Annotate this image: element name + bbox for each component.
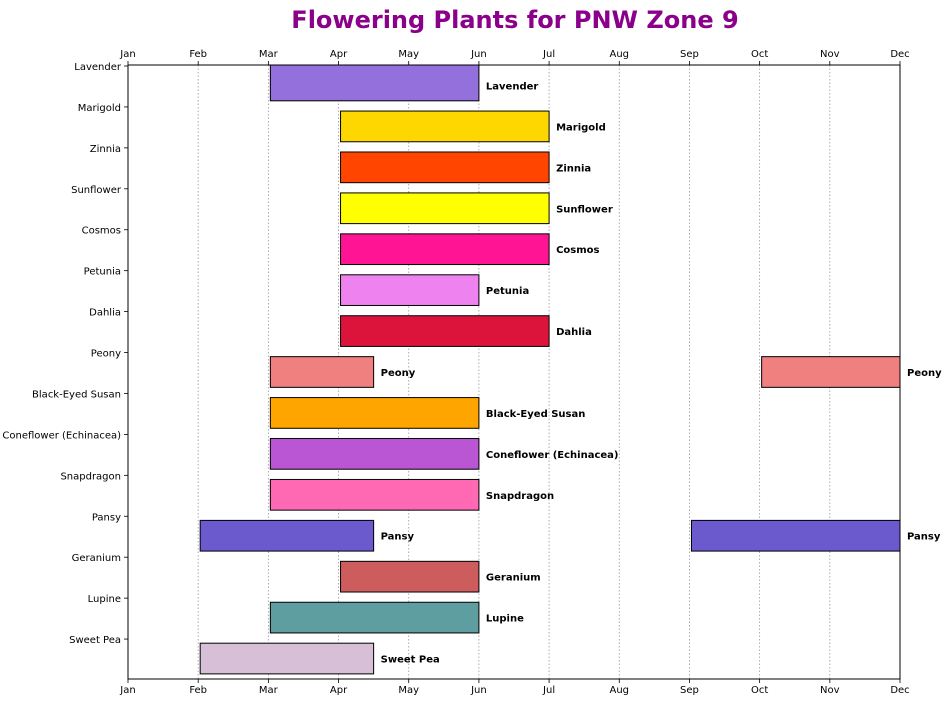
bar-label-snapdragon-11: Snapdragon (486, 491, 554, 502)
bar-label-pansy-13: Pansy (907, 532, 941, 543)
bar-black-eyed-susan-9 (269, 397, 480, 429)
x-tick-labels-bottom: Jan Feb Mar Apr May Jun Jul Aug Sep Oct Nov Dec (119, 679, 910, 696)
bar-petunia-5 (340, 274, 480, 306)
x-tick-label-top-apr: Apr (330, 49, 348, 60)
bar-label-peony-8: Peony (907, 368, 942, 379)
x-tick-label-top-aug: Aug (610, 49, 630, 60)
x-tick-label-bottom-jan: Jan (119, 685, 135, 696)
x-tick-label-bottom-sep: Sep (680, 685, 699, 696)
x-tick-label-bottom-dec: Dec (890, 685, 909, 696)
bar-geranium-14 (340, 560, 480, 593)
bar-label-lavender-0: Lavender (486, 81, 538, 92)
bar-label-sunflower-3: Sunflower (556, 204, 613, 215)
y-tick-label-sunflower: Sunflower (71, 185, 122, 196)
bar-label-sweet-pea-16: Sweet Pea (381, 655, 440, 666)
bar-peony-7 (269, 356, 375, 388)
bar-label-marigold-1: Marigold (556, 122, 606, 133)
bar-label-pansy-12: Pansy (381, 532, 415, 543)
x-tick-label-top-jan: Jan (119, 49, 135, 60)
x-tick-labels-top: Jan Feb Mar Apr May Jun Jul Aug Sep Oct Nov Dec (119, 49, 910, 65)
x-tick-label-bottom-oct: Oct (751, 685, 768, 696)
x-tick-label-top-oct: Oct (751, 49, 768, 60)
bar-peony-8 (761, 356, 901, 388)
x-tick-label-bottom-apr: Apr (330, 685, 348, 696)
bar-coneflower-echinacea-10 (269, 438, 480, 470)
y-tick-label-dahlia: Dahlia (89, 308, 121, 319)
bar-marigold-1 (340, 110, 550, 143)
y-tick-label-marigold: Marigold (78, 103, 121, 114)
y-tick-label-lavender: Lavender (74, 62, 122, 73)
x-tick-label-bottom-feb: Feb (189, 685, 207, 696)
bar-label-lupine-15: Lupine (486, 614, 524, 625)
bar-pansy-13 (690, 519, 901, 552)
bar-sweet-pea-16 (199, 642, 375, 675)
bar-label-cosmos-4: Cosmos (556, 245, 599, 256)
bar-label-dahlia-6: Dahlia (556, 327, 592, 338)
x-tick-label-top-feb: Feb (189, 49, 207, 60)
x-tick-label-top-nov: Nov (820, 49, 840, 60)
y-tick-label-sweet-pea: Sweet Pea (69, 635, 121, 646)
y-tick-label-coneflower-echinacea: Coneflower (Echinacea) (2, 430, 121, 441)
bar-label-geranium-14: Geranium (486, 573, 541, 584)
bar-cosmos-4 (340, 233, 550, 266)
x-tick-label-bottom-mar: Mar (259, 685, 279, 696)
bar-lavender-0 (269, 64, 480, 102)
bar-zinnia-2 (340, 151, 550, 184)
x-tick-label-top-mar: Mar (259, 49, 279, 60)
bar-dahlia-6 (340, 315, 550, 347)
x-tick-label-bottom-may: May (398, 685, 419, 696)
y-tick-label-cosmos: Cosmos (82, 226, 121, 237)
bar-label-coneflower-echinacea-10: Coneflower (Echinacea) (486, 450, 619, 461)
bars-group (199, 64, 901, 675)
y-tick-label-geranium: Geranium (72, 553, 121, 564)
y-tick-label-petunia: Petunia (84, 267, 121, 278)
x-tick-label-bottom-nov: Nov (820, 685, 840, 696)
bar-label-petunia-5: Petunia (486, 286, 529, 297)
y-tick-label-lupine: Lupine (88, 594, 121, 605)
bar-pansy-12 (199, 519, 375, 552)
bar-snapdragon-11 (269, 478, 480, 511)
x-tick-label-top-may: May (398, 49, 419, 60)
x-tick-label-top-sep: Sep (680, 49, 699, 60)
y-tick-label-pansy: Pansy (92, 512, 121, 523)
x-tick-label-top-jun: Jun (470, 49, 487, 60)
bar-labels-group: Lavender Marigold Zinnia Sunflower Cosmos Pet… (381, 81, 942, 665)
y-tick-labels: Lavender Marigold Zinnia Sunflower Cosmos Pet… (2, 62, 128, 646)
y-tick-label-black-eyed-susan: Black-Eyed Susan (32, 389, 121, 400)
x-tick-label-bottom-aug: Aug (610, 685, 630, 696)
y-tick-label-zinnia: Zinnia (90, 144, 121, 155)
bar-label-zinnia-2: Zinnia (556, 163, 591, 174)
x-tick-label-top-jul: Jul (542, 49, 555, 60)
x-tick-label-top-dec: Dec (890, 49, 909, 60)
bar-label-peony-7: Peony (381, 368, 416, 379)
plot-frame (127, 64, 901, 680)
bar-label-black-eyed-susan-9: Black-Eyed Susan (486, 409, 585, 420)
bar-sunflower-3 (340, 192, 550, 225)
y-tick-label-snapdragon: Snapdragon (60, 471, 121, 482)
bar-lupine-15 (269, 601, 480, 634)
y-tick-label-peony: Peony (91, 349, 121, 360)
x-tick-label-bottom-jun: Jun (470, 685, 487, 696)
x-tick-label-bottom-jul: Jul (542, 685, 555, 696)
chart-title: Flowering Plants for PNW Zone 9 (291, 6, 738, 34)
